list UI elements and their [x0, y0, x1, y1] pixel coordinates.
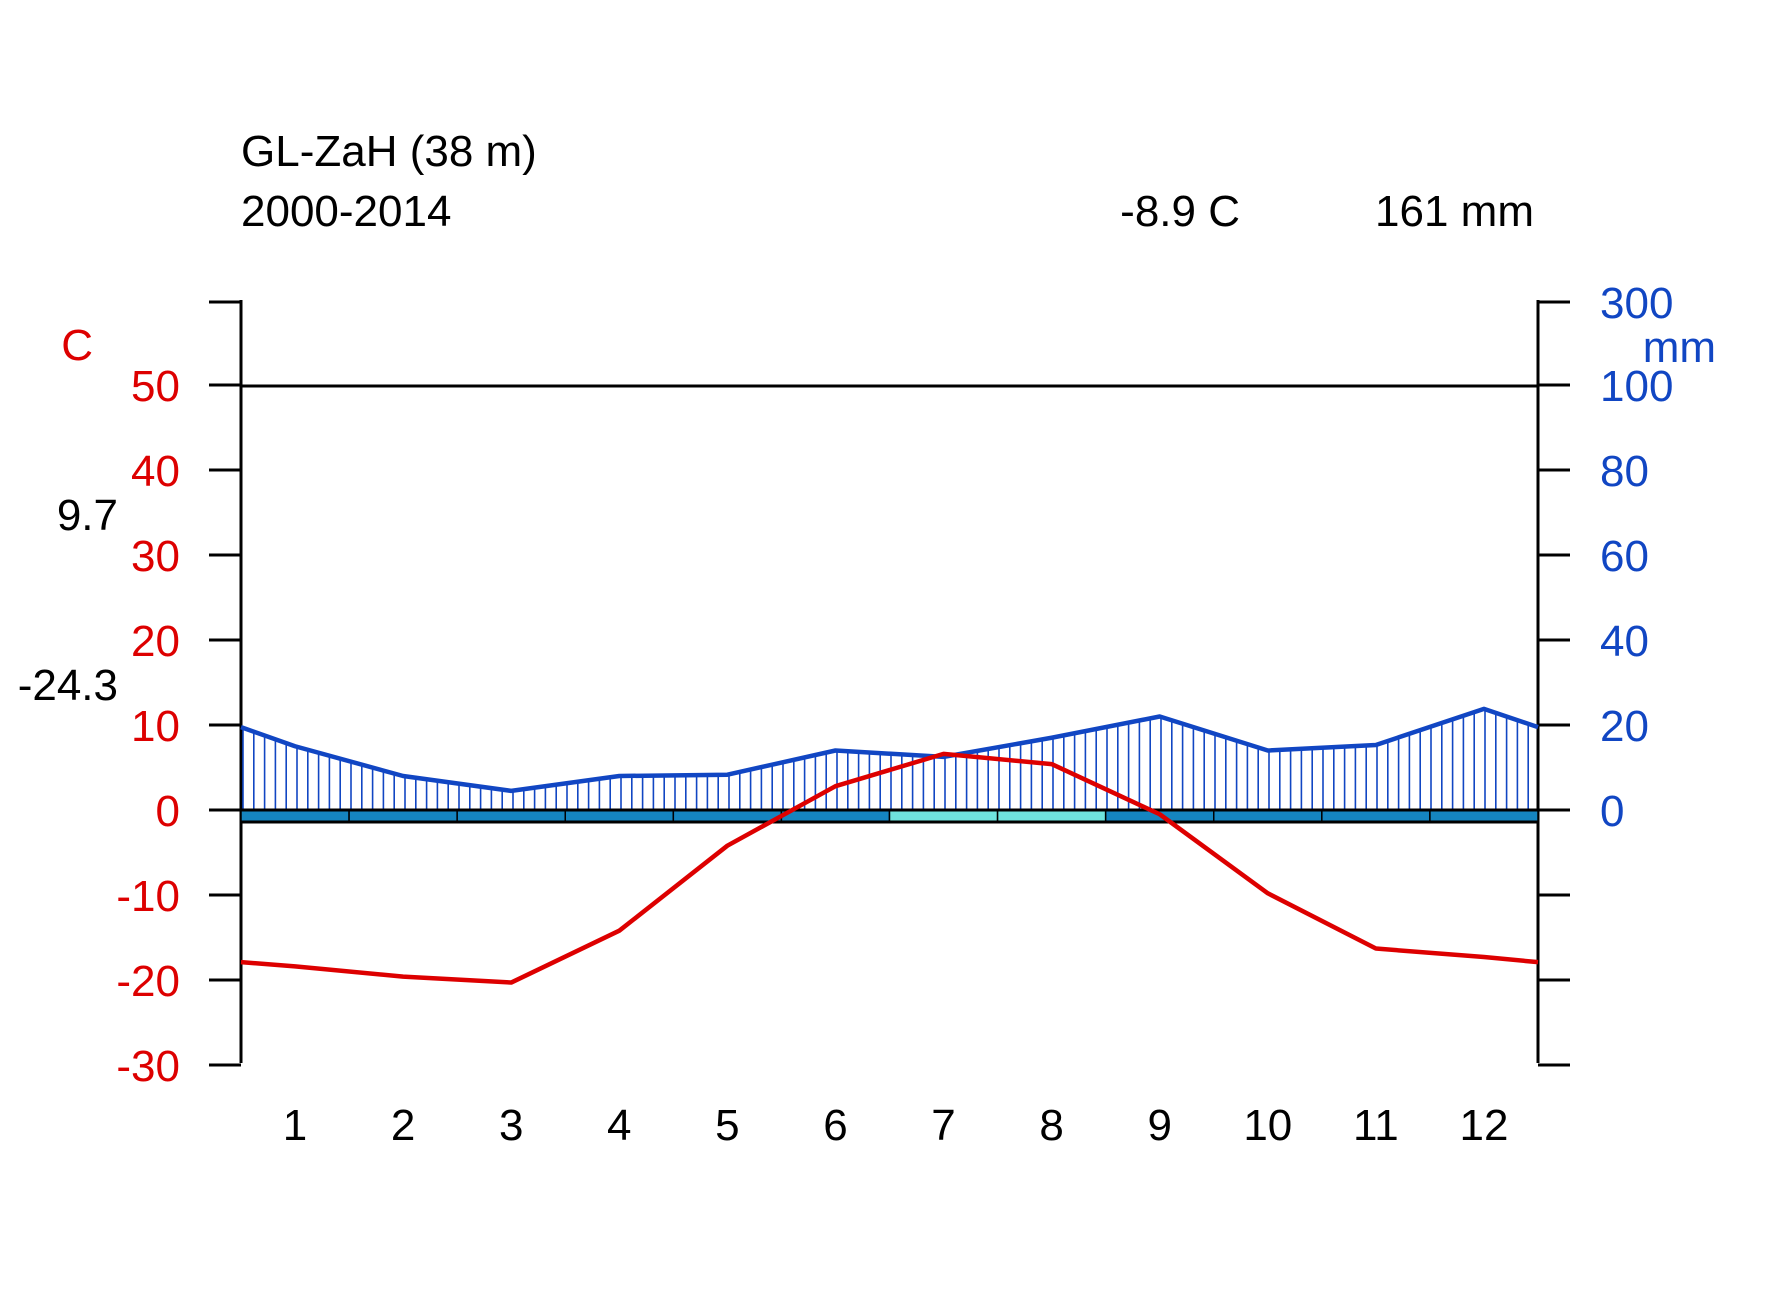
station-title: GL-ZaH (38 m): [241, 127, 537, 176]
month-label: 7: [931, 1101, 955, 1150]
precipitation-unit-label: mm: [1643, 323, 1716, 372]
frost-bar-month: [780, 809, 891, 823]
month-label: 3: [499, 1101, 523, 1150]
precipitation-line: [240, 706, 1539, 794]
month-label: 10: [1243, 1101, 1292, 1150]
frost-bar-month: [1321, 809, 1431, 823]
precipitation-tick-label: 300: [1600, 279, 1673, 328]
month-labels: 1 2 3 4 5 6 7 8 9 10 11 12: [283, 1101, 1509, 1150]
temperature-unit-label: C: [61, 321, 93, 370]
month-label: 11: [1353, 1101, 1399, 1150]
temperature-tick-label: 30: [131, 532, 180, 581]
precipitation-hatching: [242, 709, 1529, 810]
temperature-tick-label: 50: [131, 362, 180, 411]
axes: [239, 300, 1540, 1063]
temperature-tick-label: -30: [116, 1042, 180, 1091]
right-ticks: 300 100 80 60 40 20 0: [1538, 279, 1673, 1067]
frost-bar-month: [1429, 809, 1539, 823]
frost-bar-month: [1213, 809, 1323, 823]
month-label: 8: [1039, 1101, 1063, 1150]
month-label: 6: [823, 1101, 847, 1150]
temperature-tick-label: 40: [131, 447, 180, 496]
temperature-tick-label: 10: [131, 702, 180, 751]
left-ticks: 50 40 30 20 10 0 -10 -20 -30: [116, 300, 241, 1091]
precipitation-tick-label: 40: [1600, 617, 1649, 666]
frost-bar-month: [240, 809, 350, 823]
annual-precipitation-label: 161 mm: [1375, 187, 1534, 236]
month-label: 2: [391, 1101, 415, 1150]
mean-temperature-label: -8.9 C: [1120, 187, 1240, 236]
month-label: 5: [715, 1101, 739, 1150]
frost-bar-month: [564, 809, 675, 823]
temperature-line: [240, 751, 1539, 985]
frost-bar: [240, 808, 1539, 824]
min-temperature-label: -24.3: [18, 661, 118, 710]
precipitation-tick-label: 60: [1600, 532, 1649, 581]
temperature-tick-label: 0: [156, 787, 180, 836]
temperature-tick-label: -10: [116, 872, 180, 921]
frost-bar-month: [996, 809, 1107, 823]
precipitation-tick-label: 0: [1600, 787, 1624, 836]
frost-bar-month: [888, 809, 999, 823]
period-label: 2000-2014: [241, 187, 451, 236]
frost-bar-month: [348, 809, 458, 823]
frost-bar-month: [456, 809, 566, 823]
max-temperature-label: 9.7: [57, 491, 118, 540]
frost-bar-month: [672, 809, 783, 823]
temperature-tick-label: -20: [116, 957, 180, 1006]
precipitation-tick-label: 80: [1600, 447, 1649, 496]
temperature-tick-label: 20: [131, 617, 180, 666]
month-label: 1: [283, 1101, 307, 1150]
precipitation-tick-label: 100: [1600, 362, 1673, 411]
month-label: 12: [1459, 1101, 1508, 1150]
month-label: 9: [1147, 1101, 1171, 1150]
month-label: 4: [607, 1101, 631, 1150]
precipitation-tick-label: 20: [1600, 702, 1649, 751]
